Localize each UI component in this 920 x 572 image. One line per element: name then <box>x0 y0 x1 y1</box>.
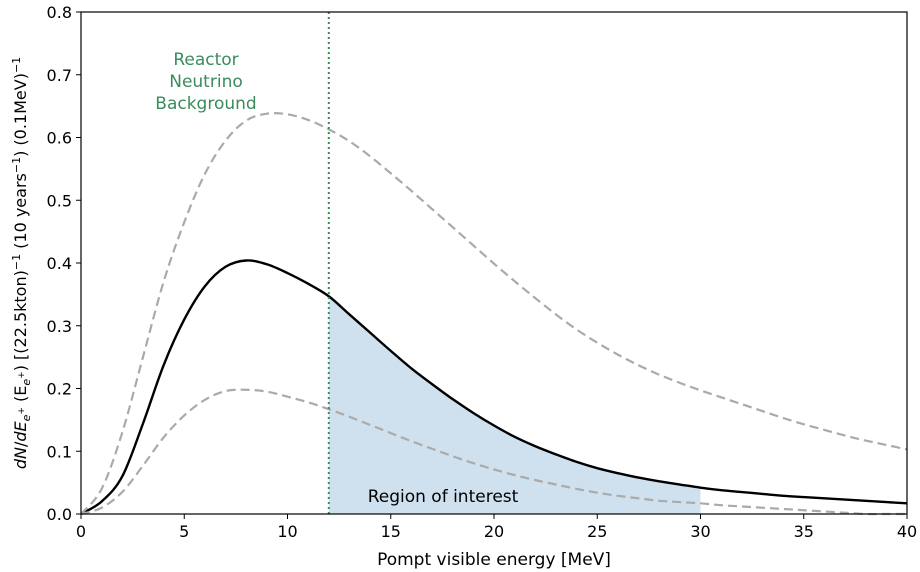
x-tick-label: 20 <box>484 522 504 541</box>
central-curve <box>80 259 908 516</box>
y-label-sup-plus2: + <box>17 371 27 379</box>
y-label-sub-e2: e <box>20 379 33 386</box>
y-tick-label: 0.7 <box>47 66 72 85</box>
x-tick-label: 25 <box>587 522 607 541</box>
y-tick-label: 0.1 <box>47 442 72 461</box>
reactor-label-line-2: Neutrino <box>169 72 243 92</box>
x-tick-label: 10 <box>277 522 297 541</box>
upper-curve <box>80 112 908 515</box>
x-tick-label: 5 <box>179 522 189 541</box>
y-label-sup-plus: + <box>17 407 27 415</box>
x-axis-label: Pompt visible energy [MeV] <box>377 550 611 570</box>
y-tick-label: 0.0 <box>47 505 72 524</box>
y-label-de: dE <box>11 421 30 442</box>
y-axis-ticks: 0.0 0.1 0.2 0.3 0.4 0.5 0.6 0.7 0.8 <box>47 3 81 524</box>
y-tick-label: 0.8 <box>47 3 72 22</box>
region-layer <box>328 296 701 514</box>
lower-curve <box>80 388 907 516</box>
x-tick-label: 35 <box>794 522 814 541</box>
y-tick-label: 0.4 <box>47 254 72 273</box>
x-tick-label: 40 <box>897 522 917 541</box>
y-label-mid2: (10 years <box>11 173 30 254</box>
y-tick-label: 0.6 <box>47 129 72 148</box>
y-tick-label: 0.5 <box>47 191 72 210</box>
y-label-sub-e: e <box>20 414 33 421</box>
y-tick-label: 0.3 <box>47 317 72 336</box>
x-tick-label: 15 <box>381 522 401 541</box>
y-label-exp3: −1 <box>10 57 23 73</box>
y-label-paren: (E <box>11 386 30 407</box>
x-tick-label: 0 <box>76 522 86 541</box>
y-axis-label: dN/dEe+ (Ee+) [(22.5kton)−1 (10 years−1)… <box>10 57 34 469</box>
y-label-mid: ) [(22.5kton) <box>11 270 30 371</box>
reactor-label-line-3: Background <box>155 94 256 114</box>
reactor-label-line-1: Reactor <box>173 50 238 70</box>
y-label-dn: dN <box>11 447 30 469</box>
y-label-exp2: −1 <box>10 157 23 173</box>
x-axis-ticks: 0 5 10 15 20 25 30 35 40 <box>76 514 917 541</box>
series-layer <box>80 112 908 516</box>
y-tick-label: 0.2 <box>47 380 72 399</box>
x-tick-label: 30 <box>690 522 710 541</box>
region-of-interest-fill <box>328 296 701 514</box>
y-label-exp1: −1 <box>10 254 23 270</box>
y-label-slash: / <box>11 441 30 447</box>
y-label-mid3: ) (0.1MeV) <box>11 73 30 157</box>
reactor-background-label: Reactor Neutrino Background <box>155 50 256 114</box>
region-of-interest-label: Region of interest <box>368 487 519 507</box>
